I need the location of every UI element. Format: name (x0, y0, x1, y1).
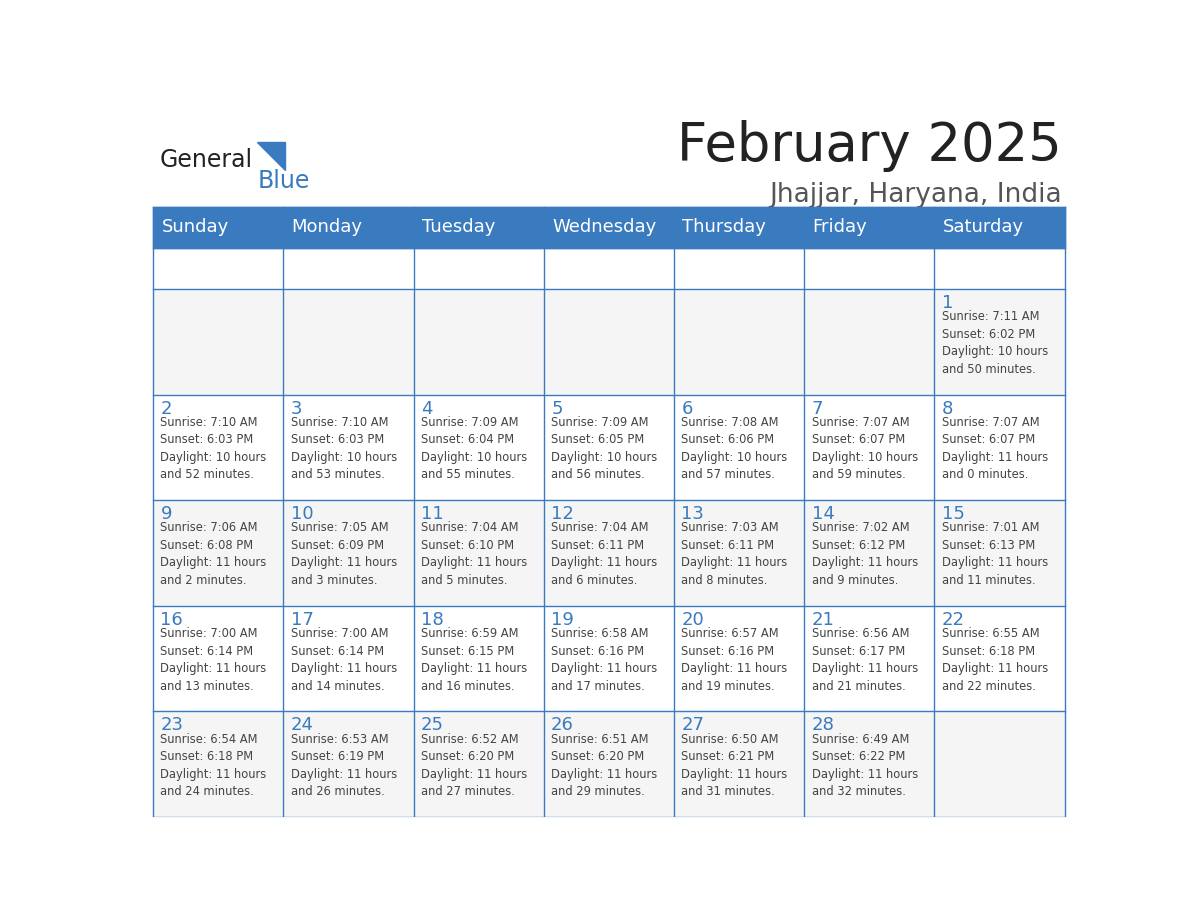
Text: 14: 14 (811, 505, 834, 523)
Bar (153, 207, 1064, 248)
Text: Sunrise: 7:10 AM
Sunset: 6:03 PM
Daylight: 10 hours
and 53 minutes.: Sunrise: 7:10 AM Sunset: 6:03 PM Dayligh… (291, 416, 397, 481)
Text: 22: 22 (942, 610, 965, 629)
Text: Sunday: Sunday (162, 218, 228, 237)
Text: Sunrise: 7:00 AM
Sunset: 6:14 PM
Daylight: 11 hours
and 13 minutes.: Sunrise: 7:00 AM Sunset: 6:14 PM Dayligh… (160, 627, 267, 692)
Text: 10: 10 (291, 505, 314, 523)
Text: Sunrise: 7:09 AM
Sunset: 6:04 PM
Daylight: 10 hours
and 55 minutes.: Sunrise: 7:09 AM Sunset: 6:04 PM Dayligh… (421, 416, 527, 481)
Text: Sunrise: 6:55 AM
Sunset: 6:18 PM
Daylight: 11 hours
and 22 minutes.: Sunrise: 6:55 AM Sunset: 6:18 PM Dayligh… (942, 627, 1048, 692)
Text: Sunrise: 6:51 AM
Sunset: 6:20 PM
Daylight: 11 hours
and 29 minutes.: Sunrise: 6:51 AM Sunset: 6:20 PM Dayligh… (551, 733, 657, 798)
Text: Sunrise: 7:04 AM
Sunset: 6:10 PM
Daylight: 11 hours
and 5 minutes.: Sunrise: 7:04 AM Sunset: 6:10 PM Dayligh… (421, 521, 527, 587)
Text: Thursday: Thursday (682, 218, 766, 237)
Text: 13: 13 (682, 505, 704, 523)
Text: 27: 27 (682, 716, 704, 734)
Text: Sunrise: 7:05 AM
Sunset: 6:09 PM
Daylight: 11 hours
and 3 minutes.: Sunrise: 7:05 AM Sunset: 6:09 PM Dayligh… (291, 521, 397, 587)
Text: Sunrise: 7:06 AM
Sunset: 6:08 PM
Daylight: 11 hours
and 2 minutes.: Sunrise: 7:06 AM Sunset: 6:08 PM Dayligh… (160, 521, 267, 587)
Text: 9: 9 (160, 505, 172, 523)
Text: Sunrise: 6:56 AM
Sunset: 6:17 PM
Daylight: 11 hours
and 21 minutes.: Sunrise: 6:56 AM Sunset: 6:17 PM Dayligh… (811, 627, 918, 692)
Text: Sunrise: 6:57 AM
Sunset: 6:16 PM
Daylight: 11 hours
and 19 minutes.: Sunrise: 6:57 AM Sunset: 6:16 PM Dayligh… (682, 627, 788, 692)
Text: Friday: Friday (813, 218, 867, 237)
Bar (153, 711, 1064, 817)
Text: 1: 1 (942, 294, 953, 312)
Text: 26: 26 (551, 716, 574, 734)
Text: 23: 23 (160, 716, 183, 734)
Text: 19: 19 (551, 610, 574, 629)
Text: Sunrise: 7:08 AM
Sunset: 6:06 PM
Daylight: 10 hours
and 57 minutes.: Sunrise: 7:08 AM Sunset: 6:06 PM Dayligh… (682, 416, 788, 481)
Text: 5: 5 (551, 399, 563, 418)
Text: Saturday: Saturday (942, 218, 1024, 237)
Text: 7: 7 (811, 399, 823, 418)
Text: 6: 6 (682, 399, 693, 418)
Text: February 2025: February 2025 (677, 119, 1062, 172)
Text: Sunrise: 7:04 AM
Sunset: 6:11 PM
Daylight: 11 hours
and 6 minutes.: Sunrise: 7:04 AM Sunset: 6:11 PM Dayligh… (551, 521, 657, 587)
Text: Sunrise: 7:02 AM
Sunset: 6:12 PM
Daylight: 11 hours
and 9 minutes.: Sunrise: 7:02 AM Sunset: 6:12 PM Dayligh… (811, 521, 918, 587)
Text: 4: 4 (421, 399, 432, 418)
Text: Sunrise: 7:01 AM
Sunset: 6:13 PM
Daylight: 11 hours
and 11 minutes.: Sunrise: 7:01 AM Sunset: 6:13 PM Dayligh… (942, 521, 1048, 587)
Text: Sunrise: 7:07 AM
Sunset: 6:07 PM
Daylight: 10 hours
and 59 minutes.: Sunrise: 7:07 AM Sunset: 6:07 PM Dayligh… (811, 416, 918, 481)
Bar (153, 289, 1064, 395)
Text: Sunrise: 6:58 AM
Sunset: 6:16 PM
Daylight: 11 hours
and 17 minutes.: Sunrise: 6:58 AM Sunset: 6:16 PM Dayligh… (551, 627, 657, 692)
Bar (153, 395, 1064, 500)
Text: 8: 8 (942, 399, 953, 418)
Text: Sunrise: 7:09 AM
Sunset: 6:05 PM
Daylight: 10 hours
and 56 minutes.: Sunrise: 7:09 AM Sunset: 6:05 PM Dayligh… (551, 416, 657, 481)
Text: 12: 12 (551, 505, 574, 523)
Text: 18: 18 (421, 610, 443, 629)
Text: Sunrise: 6:50 AM
Sunset: 6:21 PM
Daylight: 11 hours
and 31 minutes.: Sunrise: 6:50 AM Sunset: 6:21 PM Dayligh… (682, 733, 788, 798)
Text: Sunrise: 6:49 AM
Sunset: 6:22 PM
Daylight: 11 hours
and 32 minutes.: Sunrise: 6:49 AM Sunset: 6:22 PM Dayligh… (811, 733, 918, 798)
Text: Sunrise: 6:59 AM
Sunset: 6:15 PM
Daylight: 11 hours
and 16 minutes.: Sunrise: 6:59 AM Sunset: 6:15 PM Dayligh… (421, 627, 527, 692)
Text: Blue: Blue (257, 169, 310, 193)
Text: 2: 2 (160, 399, 172, 418)
Text: Sunrise: 6:53 AM
Sunset: 6:19 PM
Daylight: 11 hours
and 26 minutes.: Sunrise: 6:53 AM Sunset: 6:19 PM Dayligh… (291, 733, 397, 798)
Text: Sunrise: 6:54 AM
Sunset: 6:18 PM
Daylight: 11 hours
and 24 minutes.: Sunrise: 6:54 AM Sunset: 6:18 PM Dayligh… (160, 733, 267, 798)
Text: Sunrise: 7:03 AM
Sunset: 6:11 PM
Daylight: 11 hours
and 8 minutes.: Sunrise: 7:03 AM Sunset: 6:11 PM Dayligh… (682, 521, 788, 587)
Text: Sunrise: 7:07 AM
Sunset: 6:07 PM
Daylight: 11 hours
and 0 minutes.: Sunrise: 7:07 AM Sunset: 6:07 PM Dayligh… (942, 416, 1048, 481)
Text: Sunrise: 7:11 AM
Sunset: 6:02 PM
Daylight: 10 hours
and 50 minutes.: Sunrise: 7:11 AM Sunset: 6:02 PM Dayligh… (942, 310, 1048, 375)
Text: 21: 21 (811, 610, 834, 629)
Text: 24: 24 (291, 716, 314, 734)
Text: 3: 3 (291, 399, 302, 418)
Text: 16: 16 (160, 610, 183, 629)
Text: 11: 11 (421, 505, 443, 523)
Text: Sunrise: 7:10 AM
Sunset: 6:03 PM
Daylight: 10 hours
and 52 minutes.: Sunrise: 7:10 AM Sunset: 6:03 PM Dayligh… (160, 416, 267, 481)
Bar (153, 500, 1064, 606)
Text: General: General (159, 148, 253, 172)
Text: 20: 20 (682, 610, 704, 629)
Text: 28: 28 (811, 716, 834, 734)
Text: Sunrise: 7:00 AM
Sunset: 6:14 PM
Daylight: 11 hours
and 14 minutes.: Sunrise: 7:00 AM Sunset: 6:14 PM Dayligh… (291, 627, 397, 692)
Text: Monday: Monday (291, 218, 362, 237)
Text: Tuesday: Tuesday (422, 218, 495, 237)
Text: 15: 15 (942, 505, 965, 523)
Text: 17: 17 (291, 610, 314, 629)
Text: Jhajjar, Haryana, India: Jhajjar, Haryana, India (769, 182, 1062, 208)
Text: Sunrise: 6:52 AM
Sunset: 6:20 PM
Daylight: 11 hours
and 27 minutes.: Sunrise: 6:52 AM Sunset: 6:20 PM Dayligh… (421, 733, 527, 798)
Polygon shape (257, 142, 285, 170)
Text: Wednesday: Wednesday (552, 218, 656, 237)
Text: 25: 25 (421, 716, 444, 734)
Bar (153, 606, 1064, 711)
